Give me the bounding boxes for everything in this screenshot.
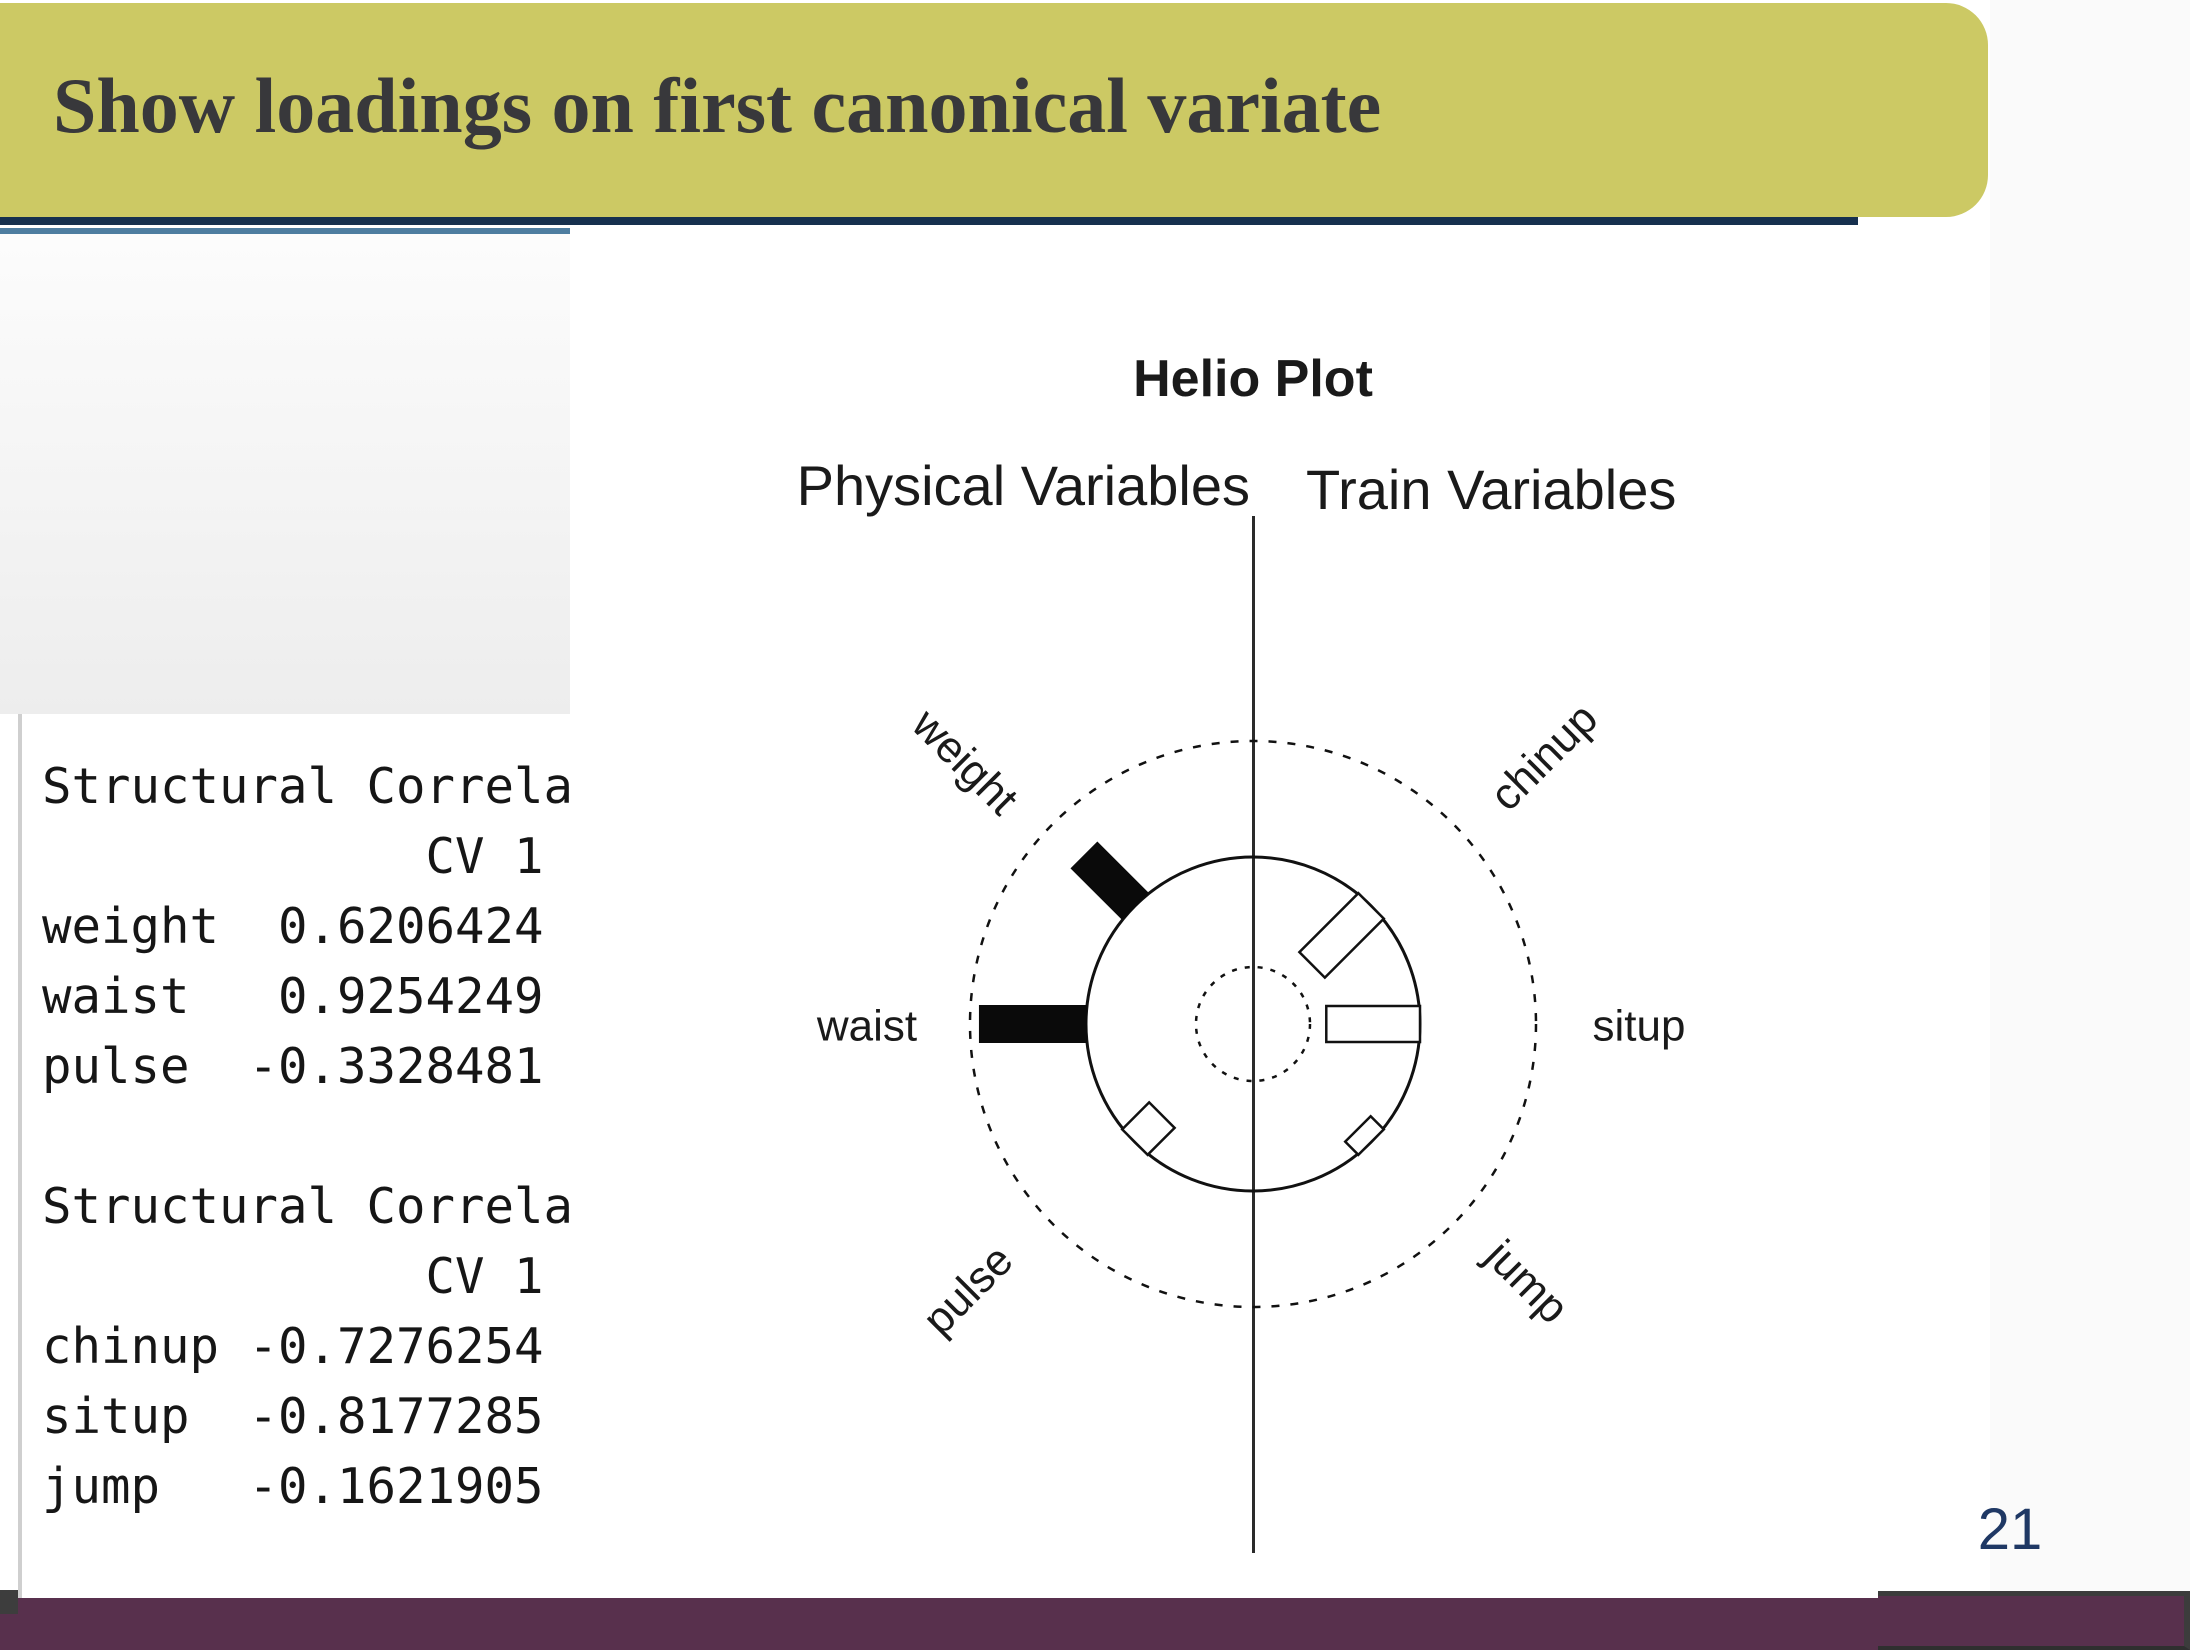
- loading-bar-situp: [1325, 1004, 1422, 1044]
- label-waist: waist: [816, 1002, 917, 1051]
- label-jump: jump: [1475, 1230, 1579, 1334]
- slide-title: Show loadings on first canonical variate: [53, 62, 1382, 149]
- loading-bar-jump: [1343, 1114, 1386, 1157]
- loading-bar-pulse: [1120, 1100, 1177, 1157]
- console-panel-background: [0, 234, 570, 714]
- page-number: 21: [1977, 1497, 2043, 1562]
- label-weight: weight: [902, 699, 1027, 824]
- console-left-border: [18, 714, 22, 1598]
- label-chinup: chinup: [1481, 694, 1607, 820]
- label-pulse: pulse: [913, 1235, 1022, 1344]
- console-output: Structural Correla CV 1 weight 0.6206424…: [42, 758, 574, 1515]
- right-margin-strip: [1990, 0, 2190, 1650]
- helio-plot: Helio Plot Physical Variables Train Vari…: [797, 350, 1686, 1553]
- footer-bar: [0, 1598, 2190, 1650]
- footer-left-notch: [0, 1590, 18, 1614]
- helio-plot-title: Helio Plot: [1133, 350, 1373, 408]
- label-situp: situp: [1593, 1002, 1686, 1051]
- loading-bars: [978, 841, 1422, 1157]
- banner-underline-rule: [0, 217, 1858, 225]
- right-group-header: Train Variables: [1306, 458, 1676, 521]
- outer-dashed-circle: [968, 739, 1538, 1309]
- loading-bar-weight: [1070, 841, 1150, 921]
- loading-bar-chinup: [1297, 891, 1386, 980]
- title-banner: Show loadings on first canonical variate: [0, 3, 1988, 217]
- panel-top-rule: [0, 228, 570, 234]
- footer-right-box: [1878, 1591, 2190, 1650]
- left-group-header: Physical Variables: [797, 454, 1250, 517]
- loading-bar-waist: [978, 1005, 1087, 1043]
